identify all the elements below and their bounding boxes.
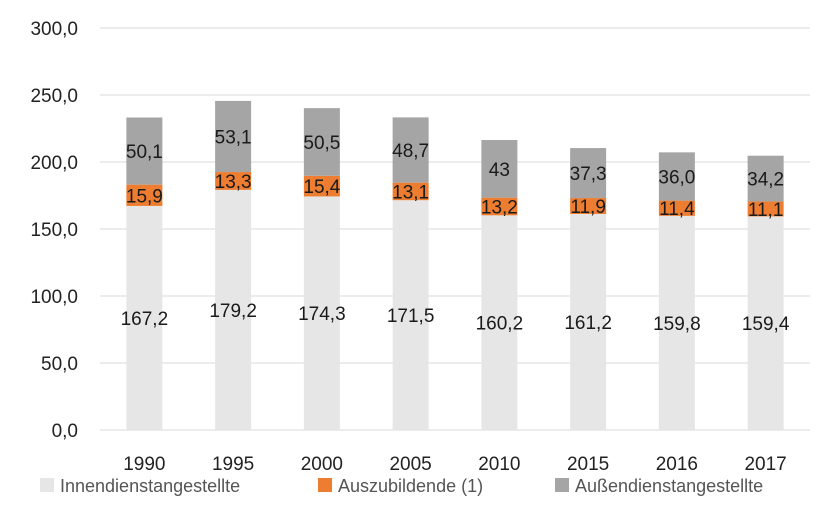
y-tick-label: 300,0 — [30, 19, 78, 40]
x-tick-label: 2017 — [744, 454, 786, 475]
bar-segment — [570, 213, 607, 430]
bars — [126, 100, 784, 430]
data-label: 167,2 — [121, 309, 169, 330]
x-axis: 1990 1995 2000 2005 2010 2015 2016 2017 — [123, 454, 787, 475]
bar-segment — [747, 201, 784, 217]
x-tick-label: 1995 — [212, 454, 254, 475]
data-label: 159,8 — [653, 314, 701, 335]
y-tick-label: 100,0 — [30, 287, 78, 308]
bar-segment — [658, 152, 695, 201]
data-label: 36,0 — [658, 167, 695, 188]
bar-segment — [215, 172, 252, 190]
bar-segment — [392, 200, 429, 430]
legend-label: Innendienstangestellte — [60, 476, 240, 496]
data-label: 160,2 — [476, 314, 524, 335]
y-tick-label: 200,0 — [30, 153, 78, 174]
bar-segment — [658, 200, 695, 216]
bar-segment — [303, 108, 340, 176]
bar-segment — [392, 182, 429, 201]
data-label: 11,9 — [570, 197, 606, 218]
y-tick-label: 50,0 — [41, 354, 78, 375]
legend-swatch — [555, 478, 569, 492]
data-label: 179,2 — [209, 301, 257, 322]
data-label: 13,2 — [481, 197, 518, 218]
bar-segment — [747, 155, 784, 202]
y-tick-label: 150,0 — [30, 220, 78, 241]
gridlines — [100, 27, 810, 431]
data-label: 43 — [489, 160, 510, 181]
bar-segment — [126, 184, 163, 206]
legend-swatch — [318, 478, 332, 492]
legend-label: Außendienstangestellte — [575, 476, 763, 496]
y-axis: 0,0 50,0 100,0 150,0 200,0 250,0 300,0 — [30, 19, 78, 442]
data-label: 13,3 — [215, 172, 252, 193]
data-label: 13,1 — [392, 182, 429, 203]
bar-segment — [126, 205, 163, 430]
data-labels: 167,2 15,9 50,1 179,2 13,3 53,1 174,3 15,4 50,5 1… — [121, 127, 790, 335]
data-label: 174,3 — [298, 304, 346, 325]
bar-segment — [658, 215, 695, 430]
x-tick-label: 2005 — [389, 454, 431, 475]
data-label: 171,5 — [387, 306, 435, 327]
legend-label: Auszubildende (1) — [338, 476, 483, 496]
data-label: 161,2 — [564, 313, 612, 334]
bar-segment — [481, 215, 518, 430]
y-tick-label: 0,0 — [52, 421, 78, 442]
bar-segment — [570, 148, 607, 199]
bar-segment — [392, 117, 429, 183]
data-label: 48,7 — [392, 141, 429, 162]
data-label: 11,1 — [748, 200, 784, 221]
data-label: 15,9 — [126, 186, 163, 207]
x-tick-label: 2015 — [567, 454, 609, 475]
data-label: 50,1 — [126, 142, 163, 163]
legend: Innendienstangestellte Auszubildende (1) A… — [40, 476, 763, 496]
data-label: 37,3 — [570, 164, 607, 185]
data-label: 50,5 — [303, 133, 340, 154]
bar-segment — [215, 100, 252, 173]
bar-segment — [303, 196, 340, 430]
bar-segment — [747, 216, 784, 430]
bar-segment — [215, 189, 252, 430]
bar-segment — [570, 198, 607, 214]
y-tick-label: 250,0 — [30, 86, 78, 107]
bar-segment — [303, 175, 340, 197]
x-tick-label: 2016 — [656, 454, 698, 475]
data-label: 15,4 — [303, 177, 340, 198]
bar-segment — [126, 117, 163, 185]
legend-swatch — [40, 478, 54, 492]
data-label: 159,4 — [742, 314, 790, 335]
data-label: 34,2 — [747, 170, 784, 191]
x-tick-label: 1990 — [123, 454, 165, 475]
x-tick-label: 2000 — [301, 454, 343, 475]
data-label: 53,1 — [215, 127, 252, 148]
x-tick-label: 2010 — [478, 454, 520, 475]
data-label: 11,4 — [659, 199, 695, 220]
bar-segment — [481, 197, 518, 216]
bar-segment — [481, 140, 518, 198]
